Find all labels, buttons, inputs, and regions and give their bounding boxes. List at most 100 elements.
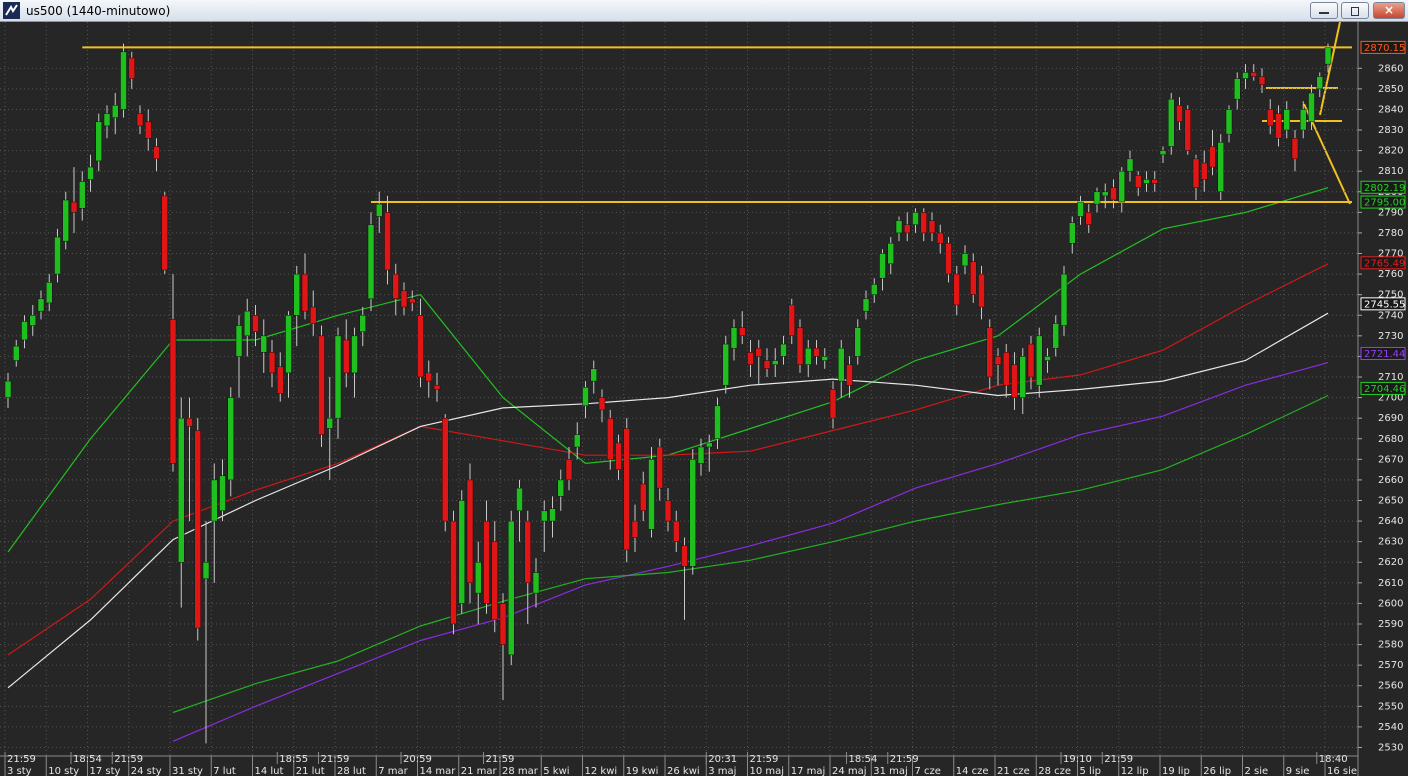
- candle-body: [450, 520, 457, 625]
- y-tick-label: 2730: [1378, 331, 1403, 342]
- candle-body: [1036, 335, 1043, 386]
- y-tick-label: 2680: [1378, 434, 1403, 445]
- candle-body: [1201, 162, 1208, 180]
- candle-body: [103, 113, 111, 127]
- candle-body: [780, 343, 787, 357]
- candle-body: [367, 224, 375, 300]
- candle-body: [194, 430, 201, 629]
- y-tick-label: 2860: [1378, 63, 1403, 74]
- candle-body: [1324, 47, 1332, 65]
- candle-body: [1168, 98, 1175, 147]
- candle-body: [1308, 92, 1315, 123]
- y-tick-label: 2710: [1378, 372, 1403, 383]
- candle-body: [95, 121, 102, 162]
- candle-body: [334, 335, 342, 419]
- candle-body: [631, 520, 639, 538]
- candle-body: [730, 327, 738, 349]
- time-tick-label: 19:10: [1063, 754, 1092, 765]
- x-tick-label: 14 mar: [420, 766, 457, 776]
- candle-body: [541, 510, 548, 522]
- candle-body: [475, 561, 482, 594]
- candle-body: [219, 475, 226, 512]
- candle-body: [425, 372, 432, 382]
- candle-body: [747, 352, 754, 365]
- candle-body: [1110, 187, 1117, 201]
- candle-body: [1151, 179, 1158, 184]
- x-tick-label: 14 cze: [956, 766, 989, 776]
- candle-body: [458, 500, 465, 604]
- candle-body: [318, 335, 325, 435]
- candle-body: [37, 298, 45, 312]
- candle-body: [1060, 273, 1068, 326]
- candle-body: [763, 360, 771, 370]
- candle-body: [904, 224, 911, 234]
- y-tick-label: 2590: [1378, 619, 1403, 630]
- candle-body: [516, 487, 523, 512]
- candle-body: [120, 51, 127, 110]
- time-tick-label: 18:55: [279, 754, 308, 765]
- y-tick-label: 2560: [1378, 681, 1403, 692]
- y-tick-label: 2750: [1378, 290, 1403, 301]
- restore-button[interactable]: [1341, 2, 1369, 19]
- candle-body: [21, 321, 28, 341]
- moving-average-line: [7, 263, 1329, 656]
- candle-body: [268, 352, 276, 374]
- candle-body: [714, 405, 721, 440]
- candle-body: [648, 459, 655, 530]
- y-tick-label: 2780: [1378, 228, 1403, 239]
- candle-body: [854, 327, 861, 357]
- candle-body: [689, 459, 696, 567]
- y-tick-label: 2650: [1378, 495, 1403, 506]
- candle-body: [1126, 158, 1134, 172]
- time-tick-label: 21:59: [750, 754, 779, 765]
- candle-body: [326, 417, 333, 429]
- candle-body: [1316, 76, 1323, 90]
- x-tick-label: 21 mar: [461, 766, 498, 776]
- candle-body: [1093, 191, 1101, 205]
- x-tick-label: 28 mar: [502, 766, 539, 776]
- candle-body: [499, 603, 507, 645]
- time-tick-label: 18:54: [73, 754, 102, 765]
- candle-body: [1135, 175, 1142, 188]
- title-bar: us500 (1440-minutowo) ×: [0, 0, 1408, 22]
- candle-body: [937, 232, 944, 244]
- time-tick-label: 21:59: [486, 754, 515, 765]
- candle-body: [1003, 352, 1010, 386]
- y-tick-label: 2530: [1378, 742, 1403, 753]
- time-tick-label: 20:31: [708, 754, 737, 765]
- price-label: 2704.46: [1364, 384, 1405, 395]
- candle-body: [1267, 109, 1274, 127]
- candle-body: [1283, 109, 1290, 131]
- x-tick-label: 21 lut: [296, 766, 325, 776]
- candle-body: [656, 446, 663, 489]
- candle-body: [1052, 323, 1059, 349]
- moving-average-line: [7, 312, 1329, 689]
- price-label: 2721.44: [1364, 349, 1405, 360]
- candle-body: [376, 203, 383, 217]
- y-tick-label: 2600: [1378, 598, 1403, 609]
- candle-body: [697, 446, 705, 464]
- candle-body: [285, 315, 292, 374]
- candle-body: [928, 220, 936, 234]
- plot-layer: 2530 2540 2550 2560 2570 2580 2590 2600 2610 2620…: [0, 22, 1406, 776]
- candle-body: [211, 479, 218, 522]
- close-button[interactable]: ×: [1373, 2, 1405, 19]
- candle-body: [1275, 113, 1282, 139]
- candle-body: [161, 195, 168, 271]
- candle-body: [664, 500, 672, 522]
- y-tick-label: 2700: [1378, 393, 1403, 404]
- x-tick-label: 19 lip: [1162, 766, 1190, 776]
- candle-body: [574, 434, 581, 448]
- minimize-button[interactable]: [1310, 2, 1338, 19]
- candle-body: [13, 345, 20, 361]
- x-tick-label: 3 maj: [708, 766, 736, 776]
- candle-body: [961, 253, 969, 267]
- candle-body: [1291, 138, 1299, 160]
- candle-body: [1077, 201, 1084, 217]
- y-tick-label: 2540: [1378, 722, 1403, 733]
- x-tick-label: 12 kwi: [585, 766, 618, 776]
- candle-body: [1234, 78, 1241, 100]
- candle-body: [153, 146, 160, 160]
- candle-body: [442, 417, 449, 522]
- candle-body: [343, 339, 350, 374]
